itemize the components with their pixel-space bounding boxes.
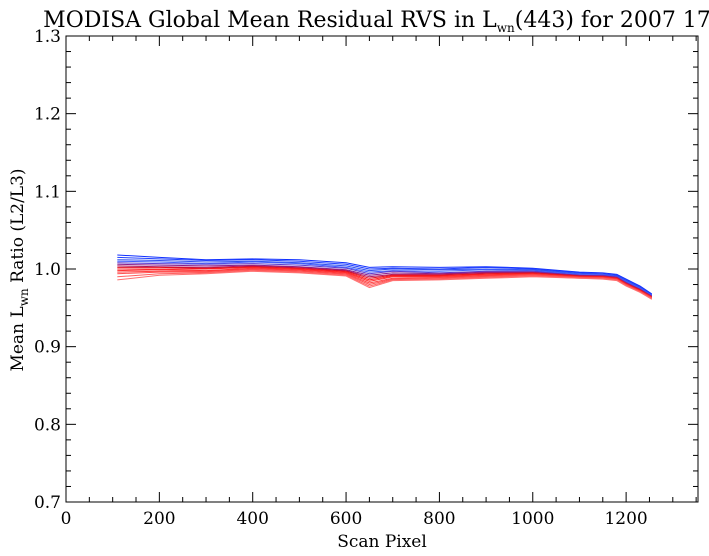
series-line-3: [117, 259, 653, 296]
x-tick-label: 0: [61, 509, 72, 529]
y-tick-label: 0.7: [34, 493, 61, 513]
ticks-layer: 0 200 400 600 800 1000 1200 0.7 0.8 0.9 1.0 1.1 1.2 1…: [34, 27, 698, 529]
x-tick-label: 1200: [604, 509, 647, 529]
x-tick-label: 400: [236, 509, 268, 529]
y-tick-label: 1.3: [34, 27, 61, 47]
y-axis-label: Mean Lwn Ratio (L2/L3): [8, 168, 31, 371]
chart-title: MODISA Global Mean Residual RVS in Lwn(4…: [43, 8, 709, 35]
x-tick-label: 800: [423, 509, 455, 529]
x-tick-label: 200: [143, 509, 175, 529]
series-line-2: [117, 256, 653, 296]
series-line-9: [117, 266, 653, 298]
y-tick-label: 0.9: [34, 338, 61, 358]
series-layer: [117, 254, 653, 300]
y-tick-label: 1.2: [34, 105, 61, 125]
x-tick-label: 1000: [511, 509, 554, 529]
x-tick-label: 600: [330, 509, 362, 529]
series-line-11: [117, 268, 653, 299]
y-tick-label: 0.8: [34, 415, 61, 435]
series-line-5: [117, 262, 653, 297]
series-line-14: [117, 270, 653, 300]
y-tick-label: 1.1: [34, 182, 61, 202]
series-line-1: [117, 254, 653, 295]
x-axis-label: Scan Pixel: [337, 532, 427, 552]
series-line-13: [117, 270, 653, 299]
y-tick-label: 1.0: [34, 260, 61, 280]
series-line-7: [117, 265, 653, 298]
